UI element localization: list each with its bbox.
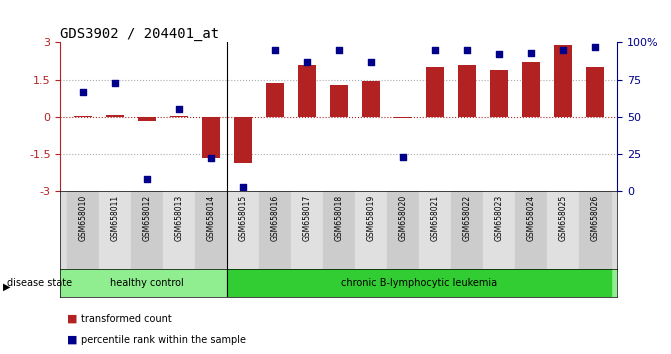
Text: ■: ■ [67,314,78,324]
Bar [490,70,508,117]
Text: GSM658014: GSM658014 [206,195,215,241]
Bar [138,117,156,121]
Text: GSM658024: GSM658024 [527,195,535,241]
Text: GSM658017: GSM658017 [303,195,311,241]
Text: GSM658012: GSM658012 [142,195,151,241]
Point [590,44,601,50]
Bar [67,269,227,297]
Bar [387,191,419,269]
Bar [579,191,611,269]
Text: GSM658022: GSM658022 [462,195,472,241]
Text: transformed count: transformed count [81,314,171,324]
Point [205,156,216,161]
Text: GSM658026: GSM658026 [590,195,599,241]
Bar [234,117,252,163]
Bar [522,62,539,117]
Bar [170,116,188,117]
Point [525,50,536,56]
Bar [195,191,227,269]
Bar [483,191,515,269]
Point [333,47,344,53]
Bar [106,115,123,117]
Point [494,52,505,57]
Text: GSM658019: GSM658019 [366,195,375,241]
Text: GSM658025: GSM658025 [558,195,568,241]
Point [142,176,152,182]
Text: GSM658011: GSM658011 [110,195,119,241]
Bar [515,191,547,269]
Point [429,47,440,53]
Text: healthy control: healthy control [110,278,184,288]
Text: GDS3902 / 204401_at: GDS3902 / 204401_at [60,28,219,41]
Bar [554,45,572,117]
Bar [131,191,163,269]
Text: GSM658013: GSM658013 [174,195,183,241]
Bar [419,191,451,269]
Bar [362,81,380,117]
Text: disease state: disease state [7,278,72,288]
Text: ▶: ▶ [3,282,11,292]
Point [238,184,248,189]
Bar [394,117,412,118]
Point [109,80,120,85]
Point [366,59,376,65]
Bar [227,269,611,297]
Bar [547,191,579,269]
Point [301,59,312,65]
Point [77,89,88,95]
Bar [458,65,476,117]
Point [462,47,472,53]
Text: percentile rank within the sample: percentile rank within the sample [81,335,246,345]
Bar [227,191,259,269]
Bar [426,67,444,117]
Text: chronic B-lymphocytic leukemia: chronic B-lymphocytic leukemia [341,278,497,288]
Bar [67,191,99,269]
Text: GSM658021: GSM658021 [430,195,440,241]
Bar [586,67,604,117]
Text: GSM658016: GSM658016 [270,195,279,241]
Bar [323,191,355,269]
Text: GSM658010: GSM658010 [79,195,87,241]
Text: GSM658018: GSM658018 [334,195,344,241]
Point [558,47,568,53]
Point [173,107,184,112]
Text: GSM658023: GSM658023 [495,195,503,241]
Point [397,154,408,160]
Bar [330,85,348,117]
Bar [298,65,315,117]
Bar [259,191,291,269]
Bar [266,84,284,117]
Bar [202,117,219,158]
Bar [291,191,323,269]
Bar [74,115,92,117]
Point [270,47,280,53]
Bar [163,191,195,269]
Bar [355,191,387,269]
Text: GSM658020: GSM658020 [399,195,407,241]
Bar [99,191,131,269]
Text: ■: ■ [67,335,78,345]
Text: GSM658015: GSM658015 [238,195,248,241]
Bar [451,191,483,269]
